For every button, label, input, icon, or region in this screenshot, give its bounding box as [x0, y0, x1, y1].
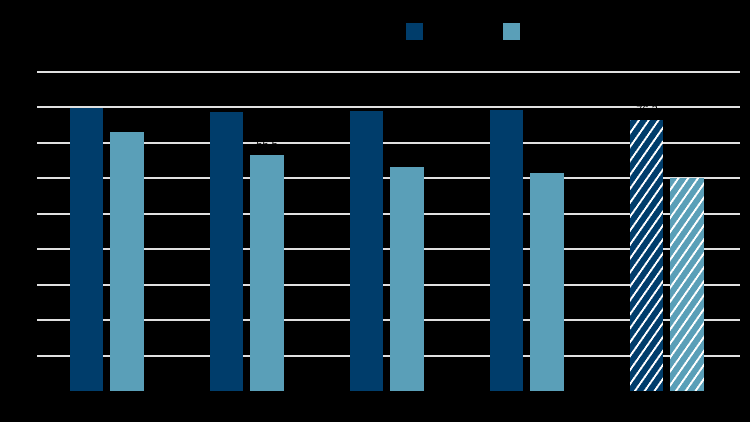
legend-swatch-dark	[406, 23, 423, 40]
value-label: 73	[120, 115, 134, 128]
value-label: 79.2	[496, 93, 518, 106]
bar-series-2-cat-3	[390, 167, 424, 391]
gridline	[37, 106, 740, 108]
value-label: 63.1	[396, 150, 418, 163]
bar-series-2-cat-1	[110, 131, 144, 391]
gridline	[37, 283, 740, 286]
bar-series-1-cat-3	[350, 110, 383, 391]
bar-series-1-cat-5	[630, 120, 663, 391]
value-label: 60	[680, 162, 694, 174]
value-label: 78.9	[356, 94, 378, 107]
legend-swatch-light	[503, 23, 520, 40]
legend-item-series-2	[503, 23, 526, 40]
value-label: 78.6	[216, 95, 238, 108]
gridline	[37, 212, 740, 215]
value-label: 66.5	[256, 138, 278, 151]
gridline	[37, 248, 740, 250]
value-label: 76.3	[636, 104, 658, 117]
legend-item-series-1	[406, 23, 429, 40]
bar-series-2-cat-2	[250, 154, 284, 391]
gridline	[37, 319, 740, 321]
bar-series-2-cat-4	[530, 173, 564, 391]
gridline	[37, 141, 740, 144]
value-label: 79.7	[76, 92, 98, 105]
bar-series-1-cat-4	[490, 109, 523, 391]
bar-series-1-cat-2	[210, 111, 243, 391]
plot-area: 79.7 73 78.6 66.5 78.9 63.1 79.2 61.4 76.3 60	[37, 0, 740, 422]
value-label: 61.4	[536, 157, 558, 170]
bar-series-1-cat-1	[70, 108, 103, 391]
bar-series-2-cat-5	[670, 178, 704, 391]
gridline	[37, 70, 740, 73]
gridline	[37, 177, 740, 179]
gridline	[37, 354, 740, 357]
legend	[406, 23, 600, 40]
